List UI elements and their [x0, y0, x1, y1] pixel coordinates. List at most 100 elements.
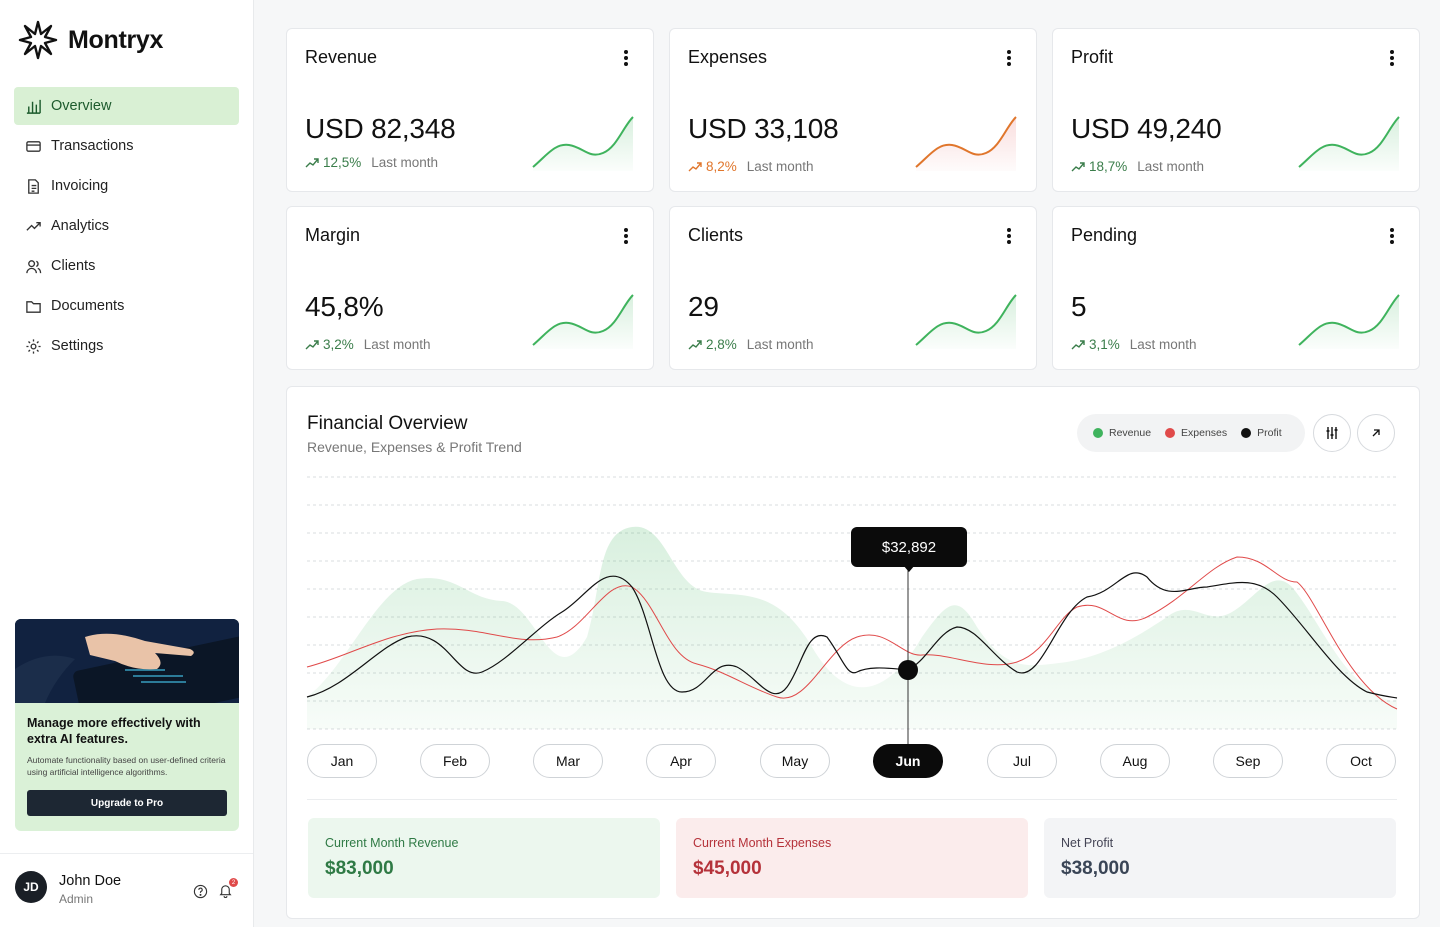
- divider: [307, 799, 1397, 800]
- brand-name: Montryx: [68, 25, 164, 54]
- kpi-title: Clients: [688, 225, 744, 245]
- user-name: John Doe: [59, 873, 122, 889]
- more-vertical-icon[interactable]: [1389, 227, 1395, 245]
- promo-image: [15, 619, 239, 730]
- month-chip-jul[interactable]: Jul: [987, 744, 1057, 778]
- legend-label: Revenue: [1109, 427, 1152, 439]
- sidebar-item-invoicing[interactable]: Invoicing: [14, 167, 239, 205]
- kpi-delta-period: Last month: [1129, 337, 1197, 352]
- gear-icon: [26, 338, 41, 354]
- sidebar-item-label: Analytics: [51, 218, 110, 234]
- kpi-delta-percent: 18,7%: [1089, 159, 1128, 174]
- kpi-delta: 2,8% Last month: [688, 337, 814, 352]
- kpi-card-margin: Margin 45,8% 3,2% Last month: [286, 206, 654, 370]
- promo-title: Manage more effectively with extra AI fe…: [27, 716, 201, 746]
- summary-label: Current Month Expenses: [693, 836, 832, 850]
- sliders-icon: [1326, 427, 1338, 439]
- trend-up-icon: [1071, 339, 1085, 349]
- kpi-value: USD 33,108: [688, 113, 839, 144]
- month-chip-sep[interactable]: Sep: [1213, 744, 1283, 778]
- legend-revenue[interactable]: Revenue: [1093, 427, 1151, 439]
- summary-expenses-card: Current Month Expenses $45,000: [676, 818, 1028, 898]
- user-role: Admin: [59, 892, 94, 906]
- profit-line: [306, 572, 1398, 699]
- bell-icon[interactable]: [218, 883, 233, 898]
- sidebar-item-documents[interactable]: Documents: [14, 287, 239, 325]
- summary-revenue-card: Current Month Revenue $83,000: [308, 818, 660, 898]
- more-vertical-icon[interactable]: [1006, 227, 1012, 245]
- summary-net-profit-card: Net Profit $38,000: [1044, 818, 1396, 898]
- arrow-up-right-icon: [1372, 429, 1380, 437]
- notification-badge: 2: [229, 878, 238, 887]
- kpi-delta-percent: 12,5%: [323, 155, 362, 170]
- sidebar-item-transactions[interactable]: Transactions: [14, 127, 239, 165]
- trend-up-icon: [305, 339, 319, 349]
- kpi-title: Revenue: [305, 47, 378, 67]
- overview-title: Financial Overview: [307, 413, 468, 434]
- more-vertical-icon[interactable]: [1389, 49, 1395, 67]
- summary-label: Net Profit: [1061, 836, 1114, 850]
- users-icon: [26, 259, 42, 273]
- expand-button[interactable]: [1357, 414, 1395, 452]
- more-vertical-icon[interactable]: [1006, 49, 1012, 67]
- kpi-delta-percent: 8,2%: [706, 159, 737, 174]
- trend-up-icon: [1071, 161, 1085, 171]
- kpi-card-profit: Profit USD 49,240 18,7% Last month: [1052, 28, 1420, 192]
- kpi-value: 45,8%: [305, 291, 384, 322]
- overview-subtitle: Revenue, Expenses & Profit Trend: [307, 439, 522, 455]
- sidebar-item-settings[interactable]: Settings: [14, 327, 239, 365]
- bar-chart-icon: [26, 99, 41, 114]
- revenue-area: [307, 526, 1397, 729]
- sidebar-item-label: Documents: [51, 298, 125, 314]
- legend-profit[interactable]: Profit: [1241, 427, 1282, 439]
- legend-expenses[interactable]: Expenses: [1165, 427, 1227, 439]
- kpi-delta-percent: 3,1%: [1089, 337, 1120, 352]
- month-chip-may[interactable]: May: [760, 744, 830, 778]
- month-chip-mar[interactable]: Mar: [533, 744, 603, 778]
- month-chip-oct[interactable]: Oct: [1326, 744, 1396, 778]
- avatar[interactable]: JD: [15, 871, 47, 903]
- kpi-sparkline: [1298, 294, 1400, 349]
- filter-button[interactable]: [1313, 414, 1351, 452]
- summary-value: $38,000: [1061, 858, 1130, 879]
- month-chip-aug[interactable]: Aug: [1100, 744, 1170, 778]
- kpi-sparkline: [532, 116, 634, 171]
- kpi-value: USD 82,348: [305, 113, 456, 144]
- month-chip-apr[interactable]: Apr: [646, 744, 716, 778]
- brand[interactable]: Montryx: [18, 20, 163, 60]
- month-chip-jun[interactable]: Jun: [873, 744, 943, 778]
- user-profile: JD John Doe Admin 2: [0, 853, 253, 927]
- selected-point: [898, 660, 918, 680]
- sidebar-nav: Overview Transactions Invoicing Analytic…: [14, 87, 239, 367]
- kpi-value: 29: [688, 291, 719, 322]
- upgrade-promo-card: Manage more effectively with extra AI fe…: [15, 619, 239, 831]
- help-icon[interactable]: [193, 884, 208, 899]
- legend-dot: [1241, 428, 1252, 438]
- sidebar-item-label: Invoicing: [51, 178, 109, 194]
- folder-icon: [26, 300, 41, 313]
- more-vertical-icon[interactable]: [623, 49, 629, 67]
- kpi-delta-percent: 3,2%: [323, 337, 354, 352]
- kpi-title: Profit: [1071, 47, 1114, 67]
- sidebar-item-clients[interactable]: Clients: [14, 247, 239, 285]
- sidebar-item-analytics[interactable]: Analytics: [14, 207, 239, 245]
- sidebar-item-label: Settings: [51, 338, 104, 354]
- kpi-title: Margin: [305, 225, 361, 245]
- sidebar-item-label: Overview: [51, 98, 112, 114]
- kpi-delta-period: Last month: [746, 159, 814, 174]
- upgrade-button[interactable]: Upgrade to Pro: [27, 790, 227, 816]
- kpi-sparkline: [915, 116, 1017, 171]
- trend-up-icon: [688, 161, 702, 171]
- financial-overview-panel: Financial Overview Revenue, Expenses & P…: [286, 386, 1420, 919]
- sidebar-item-overview[interactable]: Overview: [14, 87, 239, 125]
- financial-trend-chart: [306, 476, 1398, 744]
- month-chip-feb[interactable]: Feb: [420, 744, 490, 778]
- logo-icon: [18, 20, 58, 60]
- more-vertical-icon[interactable]: [623, 227, 629, 245]
- promo-description: Automate functionality based on user-def…: [27, 755, 226, 777]
- sidebar: Montryx Overview Transactions Invoicing …: [0, 0, 254, 927]
- legend-label: Expenses: [1181, 427, 1228, 439]
- kpi-card-revenue: Revenue USD 82,348 12,5% Last month: [286, 28, 654, 192]
- kpi-delta: 8,2% Last month: [688, 159, 814, 174]
- month-chip-jan[interactable]: Jan: [307, 744, 377, 778]
